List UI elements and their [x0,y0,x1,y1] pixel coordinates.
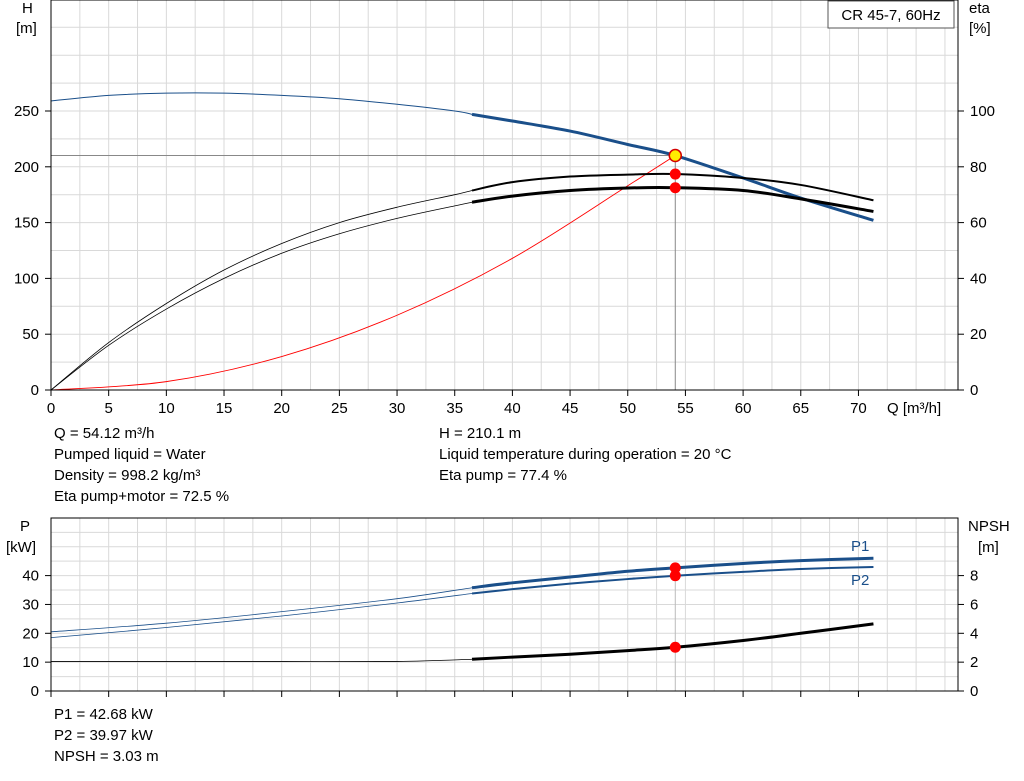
npsh-axis-unit: [m] [978,539,999,556]
info-p2: P2 = 39.97 kW [54,727,153,744]
bottom-chart-grid [51,518,958,691]
chart-frames [50,0,959,692]
eta-pump-curve-range [471,172,874,202]
chart-ticks: 0 5 10 15 20 25 30 35 40 45 50 55 60 65 70050100150200… [14,103,995,700]
system-curve [50,155,676,391]
q-axis-label: Q [m³/h] [887,400,941,417]
eta-tick-label: 0 [970,382,978,399]
x-tick-label: 20 [273,400,290,417]
head-curve-range [471,112,874,222]
x-tick-label: 10 [158,400,175,417]
info-npsh: NPSH = 3.03 m [54,748,159,765]
npsh-tick-label: 2 [970,654,978,671]
eta-axis-unit: [%] [969,20,991,37]
p-axis-label: P [20,518,30,535]
npsh-tick-label: 4 [970,625,978,642]
h-tick-label: 150 [14,215,39,232]
p1-series-label: P1 [851,538,869,555]
h-axis-unit: [m] [16,20,37,37]
eta-tick-label: 20 [970,326,987,343]
operating-points [668,148,683,653]
p2-curve-range [471,565,874,595]
p-tick-label: 20 [22,625,39,642]
top-chart-grid [51,0,958,390]
top-chart-frame [50,0,959,391]
npsh-axis-label: NPSH [968,518,1010,535]
x-tick-label: 35 [446,400,463,417]
p-tick-label: 40 [22,568,39,585]
x-tick-label: 25 [331,400,348,417]
eta-pump-curve-extended [50,190,473,391]
bottom-chart-curves [50,556,874,691]
eta-axis-label: eta [969,0,991,17]
npsh-curve-range [471,622,874,661]
x-tick-label: 45 [562,400,579,417]
duty-point-p1 [669,562,681,574]
x-tick-label: 70 [850,400,867,417]
top-chart-curves [50,92,874,391]
npsh-curve-extended [51,658,473,662]
x-tick-label: 5 [105,400,113,417]
chart-title: CR 45-7, 60Hz [841,7,940,24]
duty-point-eta-pump [669,168,681,180]
eta-tick-label: 40 [970,270,987,287]
duty-point-head [668,148,683,163]
eta-pump-motor-curve-range [471,186,874,213]
x-tick-label: 40 [504,400,521,417]
head-curve-extended [50,92,473,115]
h-tick-label: 250 [14,103,39,120]
p-tick-label: 30 [22,596,39,613]
info-p1: P1 = 42.68 kW [54,706,153,723]
p1-curve-range [471,556,874,590]
h-tick-label: 50 [22,326,39,343]
p-axis-unit: [kW] [6,539,36,556]
info-density: Density = 998.2 kg/m³ [54,467,201,484]
p-tick-label: 10 [22,654,39,671]
x-tick-label: 0 [47,400,55,417]
p2-series-label: P2 [851,572,869,589]
h-tick-label: 0 [31,382,39,399]
h-tick-label: 200 [14,159,39,176]
chart-title-box [827,0,955,29]
info-eta-pump-motor: Eta pump+motor = 72.5 % [54,488,230,505]
h-axis-label: H [22,0,33,17]
x-tick-label: 60 [735,400,752,417]
p1-curve-extended [50,587,473,633]
info-flow-rate: Q = 54.12 m³/h [54,425,155,442]
npsh-tick-label: 8 [970,568,978,585]
info-block-right: H = 210.1 m Liquid temperature during op… [439,423,731,486]
info-head: H = 210.1 m [439,425,522,442]
info-block-left: Q = 54.12 m³/h Pumped liquid = Water Den… [54,423,229,507]
p2-curve-extended [50,593,473,639]
duty-point-p2 [669,570,681,582]
npsh-tick-label: 6 [970,596,978,613]
info-block-bottom: P1 = 42.68 kW P2 = 39.97 kW NPSH = 3.03 … [54,704,159,767]
eta-tick-label: 60 [970,215,987,232]
x-tick-label: 55 [677,400,694,417]
npsh-tick-label: 0 [970,683,978,700]
eta-tick-label: 80 [970,159,987,176]
info-eta-pump: Eta pump = 77.4 % [439,467,567,484]
p-tick-label: 0 [31,683,39,700]
h-tick-label: 100 [14,270,39,287]
info-liquid-temperature: Liquid temperature during operation = 20… [439,446,732,463]
info-pumped-liquid: Pumped liquid = Water [54,446,206,463]
x-tick-label: 65 [792,400,809,417]
x-tick-label: 30 [389,400,406,417]
eta-tick-label: 100 [970,103,995,120]
duty-point-npsh [669,641,681,653]
duty-point-eta-pump-motor [669,182,681,194]
eta-pump-motor-curve-extended [50,201,473,391]
x-tick-label: 50 [619,400,636,417]
x-tick-label: 15 [216,400,233,417]
